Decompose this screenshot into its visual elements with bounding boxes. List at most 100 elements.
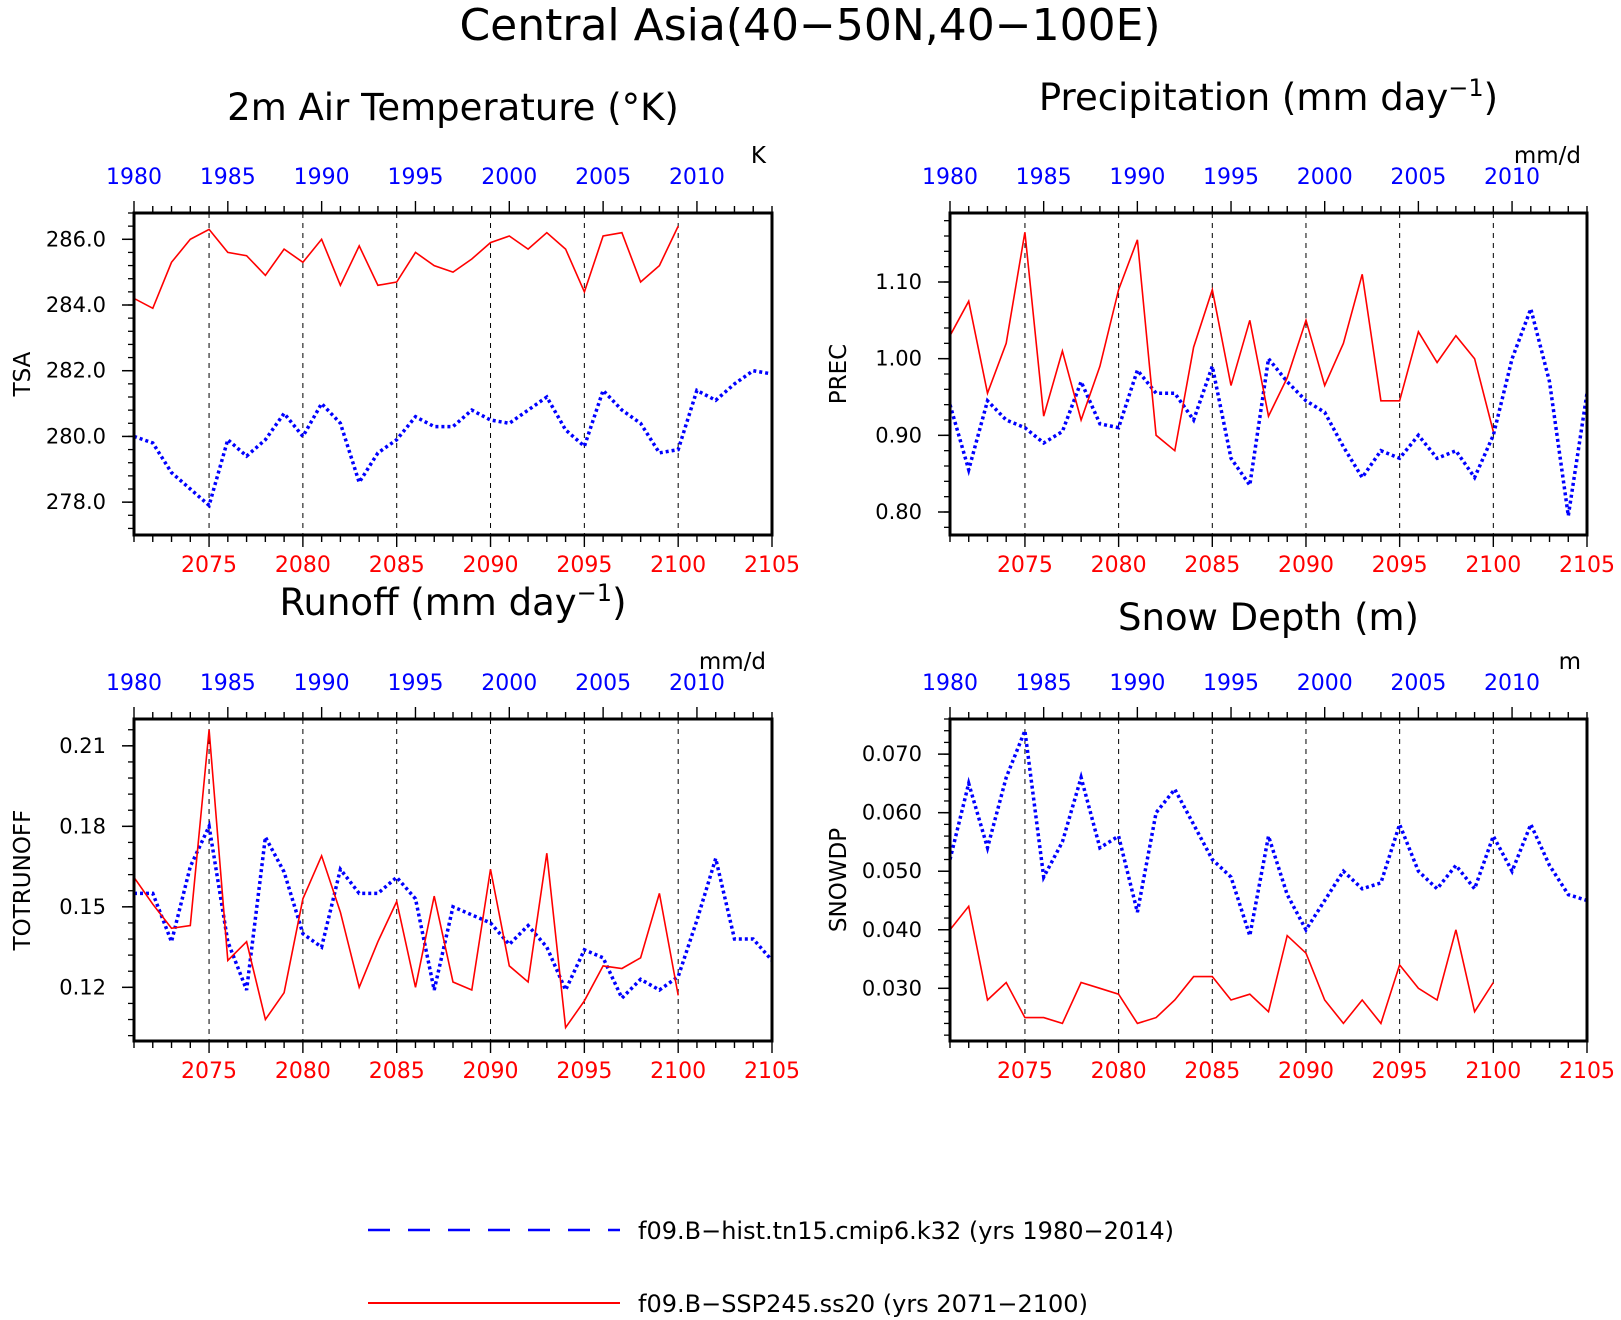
panel-title: Runoff (mm day−1) xyxy=(279,579,626,624)
plot-frame xyxy=(132,717,774,1043)
legend-label: f09.B−hist.tn15.cmip6.k32 (yrs 1980−2014… xyxy=(638,1217,1174,1245)
x-tick-label-top: 1980 xyxy=(106,165,162,190)
y-axis-label: TSA xyxy=(10,351,36,397)
plot-frame xyxy=(948,211,1589,537)
x-tick-label-top: 2000 xyxy=(1297,165,1353,190)
x-tick-label-top: 1985 xyxy=(1016,165,1072,190)
x-tick-label-top: 2010 xyxy=(669,165,725,190)
legend-label: f09.B−SSP245.ss20 (yrs 2071−2100) xyxy=(638,1290,1088,1318)
x-tick-label-top: 2005 xyxy=(575,671,631,696)
x-tick-label-top: 1990 xyxy=(294,671,350,696)
panel-title-superscript: −1 xyxy=(1448,74,1483,102)
panel-title-superscript: −1 xyxy=(577,579,612,607)
x-tick-label-bottom: 2100 xyxy=(650,1059,706,1084)
x-tick-label-bottom: 2100 xyxy=(1465,1059,1521,1084)
series-line-ssp245 xyxy=(134,225,679,310)
x-tick-label-bottom: 2085 xyxy=(369,553,425,578)
y-axis-label: TOTRUNOFF xyxy=(10,810,36,952)
y-tick-label: 0.060 xyxy=(862,801,922,825)
chart-panels: 2m Air Temperature (°K) K TSA 2075 2080 2085 2… xyxy=(10,74,1615,1084)
panel-title-close: ) xyxy=(1484,76,1498,119)
y-tick-label: 286.0 xyxy=(46,227,106,251)
chart-panel-3: Runoff (mm day−1) mm/d TOTRUNOFF 2075 2080 20… xyxy=(10,579,800,1084)
y-axis-label: SNOWDP xyxy=(826,828,852,932)
panel-title-text: Runoff (mm day xyxy=(279,581,576,624)
x-tick-label-top: 1995 xyxy=(387,671,443,696)
x-tick-label-bottom: 2075 xyxy=(181,1059,237,1084)
y-tick-label: 0.15 xyxy=(59,895,106,919)
x-tick-label-top: 1990 xyxy=(1109,671,1165,696)
series-line-historical xyxy=(134,820,772,1002)
x-tick-label-bottom: 2075 xyxy=(181,553,237,578)
x-tick-label-top: 2005 xyxy=(1390,671,1446,696)
x-tick-label-bottom: 2090 xyxy=(463,1059,519,1084)
x-tick-label-bottom: 2080 xyxy=(275,553,331,578)
x-tick-label-top: 1995 xyxy=(1203,165,1259,190)
x-tick-label-bottom: 2095 xyxy=(1372,1059,1428,1084)
series-line-historical xyxy=(134,368,772,509)
series-line-ssp245 xyxy=(950,904,1494,1026)
legend-item-ssp: f09.B−SSP245.ss20 (yrs 2071−2100) xyxy=(368,1290,1088,1318)
y-tick-label: 0.040 xyxy=(862,918,922,942)
series-line-ssp245 xyxy=(950,232,1495,453)
y-tick-label: 0.070 xyxy=(862,742,922,766)
x-tick-label-top: 2005 xyxy=(575,165,631,190)
x-tick-label-bottom: 2105 xyxy=(1559,553,1615,578)
x-tick-label-bottom: 2085 xyxy=(1184,1059,1240,1084)
y-tick-label: 282.0 xyxy=(46,359,106,383)
y-tick-label: 278.0 xyxy=(46,490,106,514)
legend-item-hist: f09.B−hist.tn15.cmip6.k32 (yrs 1980−2014… xyxy=(368,1217,1174,1245)
x-tick-label-top: 1980 xyxy=(106,671,162,696)
series-line-ssp245 xyxy=(134,729,679,1030)
panel-title-text: Precipitation (mm day xyxy=(1039,76,1448,119)
y-tick-label: 1.10 xyxy=(875,270,922,294)
x-tick-label-bottom: 2100 xyxy=(650,553,706,578)
x-tick-label-bottom: 2080 xyxy=(275,1059,331,1084)
x-tick-label-bottom: 2075 xyxy=(997,1059,1053,1084)
y-axis-label: PREC xyxy=(826,344,852,404)
plot-frame xyxy=(132,211,774,537)
x-tick-label-bottom: 2080 xyxy=(1091,1059,1147,1084)
x-tick-label-bottom: 2090 xyxy=(1278,1059,1334,1084)
x-tick-label-bottom: 2075 xyxy=(997,553,1053,578)
x-tick-label-top: 1985 xyxy=(1016,671,1072,696)
x-tick-label-bottom: 2105 xyxy=(1559,1059,1615,1084)
unit-label: m xyxy=(1559,649,1581,675)
chart-panel-4: Snow Depth (m) m SNOWDP 2075 2080 2085 2090 209… xyxy=(826,596,1615,1084)
x-tick-label-top: 2000 xyxy=(1297,671,1353,696)
x-tick-label-bottom: 2100 xyxy=(1465,553,1521,578)
series-line-historical xyxy=(950,723,1587,937)
x-tick-label-bottom: 2095 xyxy=(556,1059,612,1084)
y-tick-label: 0.80 xyxy=(875,500,922,524)
y-tick-label: 0.050 xyxy=(862,859,922,883)
y-tick-label: 0.030 xyxy=(862,976,922,1000)
x-tick-label-bottom: 2095 xyxy=(556,553,612,578)
x-tick-label-top: 1995 xyxy=(387,165,443,190)
y-tick-label: 0.12 xyxy=(59,975,106,999)
y-tick-label: 0.21 xyxy=(59,734,106,758)
y-tick-label: 284.0 xyxy=(46,293,106,317)
x-tick-label-top: 2000 xyxy=(481,671,537,696)
x-tick-label-top: 1995 xyxy=(1203,671,1259,696)
x-tick-label-bottom: 2085 xyxy=(1184,553,1240,578)
panel-title: Precipitation (mm day−1) xyxy=(1039,74,1498,119)
panel-title: Snow Depth (m) xyxy=(1118,596,1419,639)
x-tick-label-top: 1980 xyxy=(922,671,978,696)
y-tick-label: 0.90 xyxy=(875,423,922,447)
unit-label: mm/d xyxy=(699,649,766,675)
x-tick-label-bottom: 2080 xyxy=(1091,553,1147,578)
y-tick-label: 0.18 xyxy=(59,814,106,838)
y-tick-label: 280.0 xyxy=(46,424,106,448)
panel-title-close: ) xyxy=(612,581,626,624)
panel-title: 2m Air Temperature (°K) xyxy=(227,86,679,129)
x-tick-label-bottom: 2105 xyxy=(744,1059,800,1084)
x-tick-label-top: 2010 xyxy=(669,671,725,696)
unit-label: mm/d xyxy=(1514,143,1581,169)
unit-label: K xyxy=(751,143,767,169)
panel-title-text: Snow Depth (m) xyxy=(1118,596,1419,639)
x-tick-label-top: 2010 xyxy=(1484,165,1540,190)
x-tick-label-bottom: 2090 xyxy=(1278,553,1334,578)
chart-panel-2: Precipitation (mm day−1) mm/d PREC 2075 2080… xyxy=(826,74,1615,578)
x-tick-label-bottom: 2085 xyxy=(369,1059,425,1084)
legend: f09.B−hist.tn15.cmip6.k32 (yrs 1980−2014… xyxy=(368,1217,1174,1318)
